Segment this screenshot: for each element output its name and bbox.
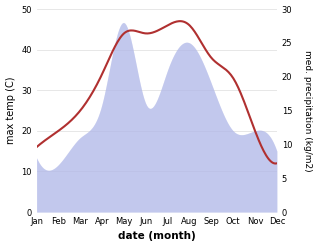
Y-axis label: med. precipitation (kg/m2): med. precipitation (kg/m2)	[303, 50, 313, 171]
Y-axis label: max temp (C): max temp (C)	[5, 77, 16, 144]
X-axis label: date (month): date (month)	[118, 231, 196, 242]
